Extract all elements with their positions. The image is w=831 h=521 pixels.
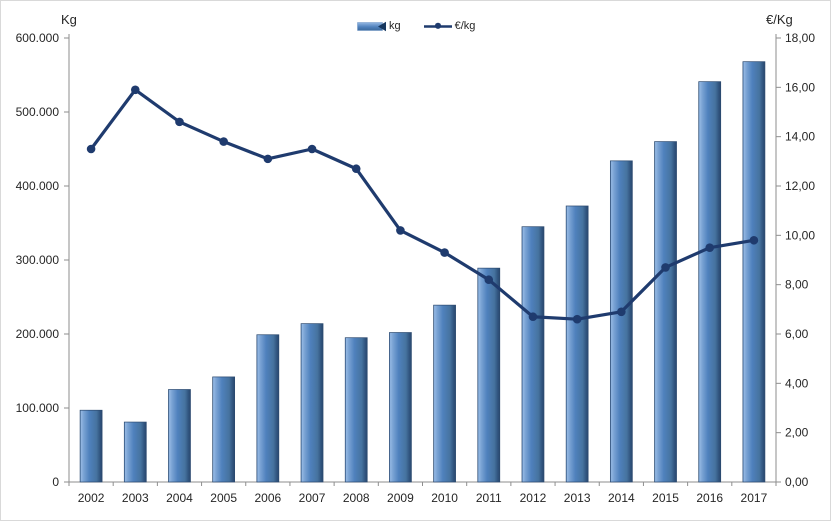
legend-label-price: €/kg [454, 20, 476, 32]
x-axis-label-2016: 2016 [696, 491, 723, 505]
bar-2012 [521, 226, 545, 483]
left-axis-tick-label: 100.000 [16, 401, 60, 415]
bar-2006 [256, 334, 280, 483]
bar-2017 [742, 61, 766, 483]
right-axis-tick-label: 0,00 [785, 475, 809, 489]
right-axis-tick-label: 4,00 [785, 376, 809, 390]
legend-label-kg: kg [389, 20, 401, 32]
left-axis-tick-label: 500.000 [16, 105, 60, 119]
bar-2003 [123, 421, 147, 483]
bar-2013 [565, 205, 589, 483]
bar-2007 [300, 323, 324, 483]
price-marker-2004 [175, 117, 184, 127]
x-axis-label-2009: 2009 [387, 491, 414, 505]
bar-2011 [477, 267, 501, 483]
price-marker-2010 [440, 248, 449, 257]
x-axis-label-2007: 2007 [299, 491, 326, 505]
x-axis-label-2013: 2013 [564, 491, 591, 505]
price-marker-2003 [130, 85, 140, 95]
x-axis-label-2014: 2014 [608, 491, 635, 505]
price-marker-2005 [219, 137, 228, 146]
right-axis-tick-label: 10,00 [785, 228, 815, 242]
line-swatch [423, 22, 452, 29]
price-marker-2009 [396, 226, 405, 235]
left-axis-tick-label: 200.000 [16, 327, 60, 341]
price-marker-2006 [263, 154, 273, 164]
bar-2008 [344, 337, 368, 483]
bar-2015 [654, 141, 677, 483]
x-axis-label-2015: 2015 [652, 491, 679, 505]
price-marker-2008 [351, 164, 361, 174]
x-axis-label-2012: 2012 [520, 491, 547, 505]
right-axis-tick-label: 6,00 [785, 327, 809, 341]
x-axis-label-2002: 2002 [78, 491, 105, 505]
line-series-icon [423, 21, 453, 32]
left-axis-tick-label: 300.000 [16, 253, 60, 267]
right-axis-tick-label: 12,00 [785, 179, 815, 193]
price-marker-2015 [661, 263, 670, 272]
bar-2009 [389, 332, 412, 483]
price-marker-2012 [528, 312, 538, 322]
left-axis-tick-label: 0 [52, 475, 59, 489]
x-axis-label-2006: 2006 [254, 491, 281, 505]
x-axis-label-2010: 2010 [431, 491, 458, 505]
bar-2005 [212, 376, 236, 483]
price-marker-2011 [484, 275, 494, 285]
x-axis-label-2011: 2011 [476, 491, 502, 505]
legend-line-marker [434, 22, 441, 29]
x-axis-label-2004: 2004 [166, 491, 193, 505]
right-axis-tick-label: 18,00 [785, 31, 815, 45]
price-marker-2013 [572, 314, 582, 324]
right-axis-tick-label: 8,00 [785, 278, 809, 292]
bar-2010 [433, 304, 456, 483]
legend-item-kg: kg [357, 20, 401, 32]
right-axis-tick-label: 16,00 [785, 80, 815, 94]
left-axis-tick-label: 600.000 [16, 31, 60, 45]
right-axis-title: €/Kg [766, 12, 793, 27]
x-axis-label-2003: 2003 [122, 491, 149, 505]
price-marker-2002 [86, 144, 96, 154]
bar-series-icon [357, 21, 387, 32]
bar-2016 [698, 81, 722, 483]
bar-2014 [609, 160, 633, 483]
right-axis-tick-label: 14,00 [785, 130, 815, 144]
x-axis-label-2017: 2017 [741, 491, 768, 505]
price-marker-2016 [705, 243, 715, 252]
bar-swatch [357, 21, 386, 31]
legend-bar-cap [378, 21, 386, 31]
x-axis-label-2008: 2008 [343, 491, 370, 505]
x-axis-label-2005: 2005 [210, 491, 237, 505]
price-marker-2007 [307, 144, 317, 154]
legend: kg €/kg [357, 20, 475, 32]
bar-2002 [79, 409, 103, 483]
legend-item-price: €/kg [423, 20, 476, 32]
bar-2004 [168, 389, 191, 483]
price-line [89, 88, 756, 321]
left-axis-tick-label: 400.000 [16, 179, 60, 193]
price-marker-2017 [749, 235, 759, 245]
price-marker-2014 [617, 307, 626, 317]
right-axis-tick-label: 2,00 [785, 426, 809, 440]
left-axis-title: Kg [61, 12, 77, 27]
